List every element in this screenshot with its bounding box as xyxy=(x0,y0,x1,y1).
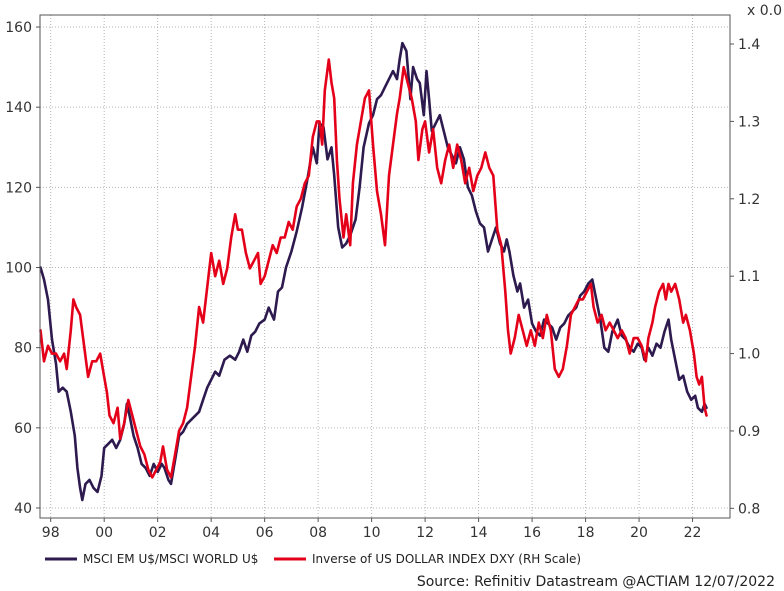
y-right-tick-label-1.2: 1.2 xyxy=(738,192,760,208)
x-tick-label-22: 22 xyxy=(684,525,702,541)
x-tick-label-14: 14 xyxy=(470,525,488,541)
x-tick-label-98: 98 xyxy=(42,525,60,541)
plot-area xyxy=(40,15,730,518)
y-right-tick-label-0.9: 0.9 xyxy=(738,424,760,440)
series-lines xyxy=(39,41,708,502)
source-note: Source: Refinitiv Datastream @ACTIAM 12/… xyxy=(417,574,775,590)
x-tick-label-12: 12 xyxy=(416,525,434,541)
legend-label-dxy: Inverse of US DOLLAR INDEX DXY (RH Scale… xyxy=(312,552,581,566)
x-tick-label-02: 02 xyxy=(149,525,167,541)
y-right-tick-label-1.3: 1.3 xyxy=(738,114,760,130)
x-tick-label-08: 08 xyxy=(309,525,327,541)
grid xyxy=(40,15,730,518)
y-left-tick-label-140: 140 xyxy=(5,100,32,116)
legend-label-msci: MSCI EM U$/MSCI WORLD U$ xyxy=(83,552,258,566)
x-tick-label-04: 04 xyxy=(202,525,220,541)
y-left-tick-label-120: 120 xyxy=(5,180,32,196)
x-tick-label-18: 18 xyxy=(577,525,595,541)
right-axis-multiplier: x 0.0 xyxy=(747,3,782,19)
x-tick-label-00: 00 xyxy=(95,525,113,541)
y-left-tick-label-60: 60 xyxy=(14,421,32,437)
x-tick-label-06: 06 xyxy=(256,525,274,541)
y-left-tick-label-160: 160 xyxy=(5,20,32,36)
y-left-tick-label-40: 40 xyxy=(14,501,32,517)
plot-frame xyxy=(39,14,731,519)
axis-ticks: 98 00 02 04 06 08 10 12 14 16 18 20 22 40 60 80 100 120 14… xyxy=(5,20,760,541)
series-line-msci-em-world xyxy=(39,41,708,502)
x-tick-label-20: 20 xyxy=(630,525,648,541)
y-right-tick-label-1.0: 1.0 xyxy=(738,347,760,363)
y-right-tick-label-1.1: 1.1 xyxy=(738,269,760,285)
x-tick-label-16: 16 xyxy=(523,525,541,541)
y-right-tick-label-0.8: 0.8 xyxy=(738,501,760,517)
x-tick-label-10: 10 xyxy=(363,525,381,541)
y-right-tick-label-1.4: 1.4 xyxy=(738,37,760,53)
y-left-tick-label-80: 80 xyxy=(14,341,32,357)
legend: MSCI EM U$/MSCI WORLD U$ Inverse of US D… xyxy=(45,552,581,566)
y-left-tick-label-100: 100 xyxy=(5,261,32,277)
series-line-inverse-dxy xyxy=(39,58,708,479)
